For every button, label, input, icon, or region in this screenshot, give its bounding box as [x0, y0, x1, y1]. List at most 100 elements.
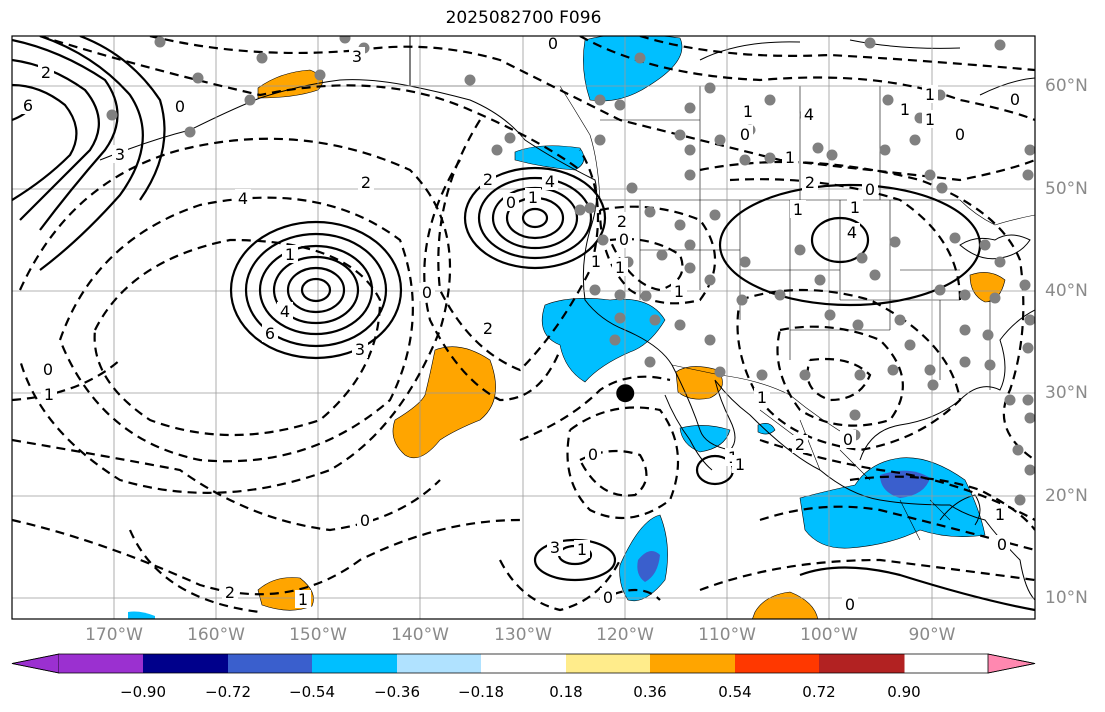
contour-label: 1 — [44, 385, 54, 404]
station-marker — [704, 334, 716, 346]
dashed-contour — [776, 325, 904, 427]
station-marker — [504, 132, 516, 144]
station-marker — [736, 294, 748, 306]
contour-label-bg — [277, 302, 293, 320]
coastline-great-lakes — [959, 234, 1031, 260]
station-marker — [774, 289, 786, 301]
contour-label: 0 — [175, 97, 185, 116]
station-marker — [949, 232, 961, 244]
colorbar-segment — [312, 654, 398, 673]
shading-cyan-small — [757, 423, 776, 435]
dashed-contour — [128, 529, 261, 614]
shading-orange-mid — [392, 346, 496, 459]
station-marker — [739, 154, 751, 166]
station-marker — [684, 239, 696, 251]
colorbar-segment — [228, 654, 313, 673]
station-marker — [644, 206, 656, 218]
lat-label-10n: 10°N — [1045, 588, 1088, 608]
contour-label: 3 — [550, 538, 560, 557]
contour-label: 0 — [422, 283, 432, 302]
border-alaska-canada — [410, 85, 601, 201]
colorbar-segment — [650, 654, 736, 673]
dashed-contour — [699, 558, 1035, 592]
contour-label-bg — [112, 145, 128, 163]
station-marker — [1024, 464, 1035, 476]
contour-label-bg — [616, 230, 632, 248]
contour-label: 6 — [23, 96, 33, 115]
contour-label-bg — [357, 511, 373, 529]
contour-label: 0 — [43, 360, 53, 379]
station-marker — [852, 319, 864, 331]
station-marker — [106, 109, 118, 121]
contour-label-bg — [20, 96, 36, 114]
contour-label-bg — [754, 388, 770, 406]
dashed-contour — [499, 559, 621, 612]
colorbar-tick-label: −0.36 — [374, 683, 420, 701]
contour-label-bg — [992, 505, 1008, 523]
station-marker — [1004, 394, 1016, 406]
station-marker — [1022, 342, 1034, 354]
station-marker — [887, 364, 899, 376]
station-marker — [704, 274, 716, 286]
contour-label-bg — [574, 540, 590, 558]
dashed-contour — [566, 406, 680, 520]
contour-label-bg — [547, 538, 563, 556]
contour-label-bg — [802, 173, 818, 191]
dashed-contour — [39, 36, 581, 171]
station-marker — [714, 134, 726, 146]
solid-contour — [258, 244, 374, 336]
solid-contour — [229, 220, 403, 360]
contour-label-bg — [235, 189, 251, 207]
coastline-baja — [664, 394, 713, 471]
contour-layer — [12, 36, 1035, 614]
contour-label-bg — [38, 63, 54, 81]
station-marker — [994, 39, 1006, 51]
station-marker — [614, 99, 626, 111]
contour-label-bg — [790, 200, 806, 218]
station-marker — [714, 366, 726, 378]
contour-label: 1 — [850, 198, 860, 217]
station-marker — [927, 379, 939, 391]
station-marker — [684, 262, 696, 274]
station-marker — [244, 94, 256, 106]
lon-label-90w: 90°W — [908, 625, 956, 645]
station-marker — [1024, 314, 1035, 326]
contour-label-bg — [588, 252, 604, 270]
shading-cyan-alaska — [583, 36, 683, 102]
lon-label-120w: 120°W — [596, 625, 654, 645]
colorbar-outline — [11, 653, 1036, 674]
contour-label-bg — [41, 385, 57, 403]
contour-label-bg — [585, 445, 601, 463]
station-marker — [192, 72, 204, 84]
station-marker — [879, 144, 891, 156]
station-marker — [994, 256, 1006, 268]
station-marker — [674, 129, 686, 141]
shading-orange-aleutian — [257, 69, 323, 99]
contour-label: 0 — [619, 230, 629, 249]
contour-label: 1 — [591, 252, 601, 271]
solid-contour — [463, 166, 607, 270]
station-marker — [614, 289, 626, 301]
contour-label-bg — [525, 188, 541, 206]
contour-label: 0 — [865, 180, 875, 199]
contour-label: 0 — [740, 125, 750, 144]
station-marker — [1012, 444, 1024, 456]
station-marker — [594, 94, 606, 106]
station-marker — [574, 204, 586, 216]
shading-cyan-california — [541, 298, 666, 383]
colorbar-segment — [566, 654, 651, 673]
station-marker — [764, 152, 776, 164]
contour-label: 0 — [997, 535, 1007, 554]
station-marker — [849, 409, 861, 421]
contour-label: 2 — [483, 319, 493, 338]
station-marker — [989, 292, 1001, 304]
dashed-contour — [93, 238, 382, 437]
contour-label-bg — [349, 47, 365, 65]
coastline-yucatan — [939, 494, 981, 526]
solid-contour — [12, 83, 78, 201]
contour-label-bg — [612, 258, 628, 276]
dashed-contour — [58, 196, 414, 463]
dashed-contour — [849, 475, 1035, 531]
contour-label: 1 — [285, 245, 295, 264]
station-marker — [869, 269, 881, 281]
